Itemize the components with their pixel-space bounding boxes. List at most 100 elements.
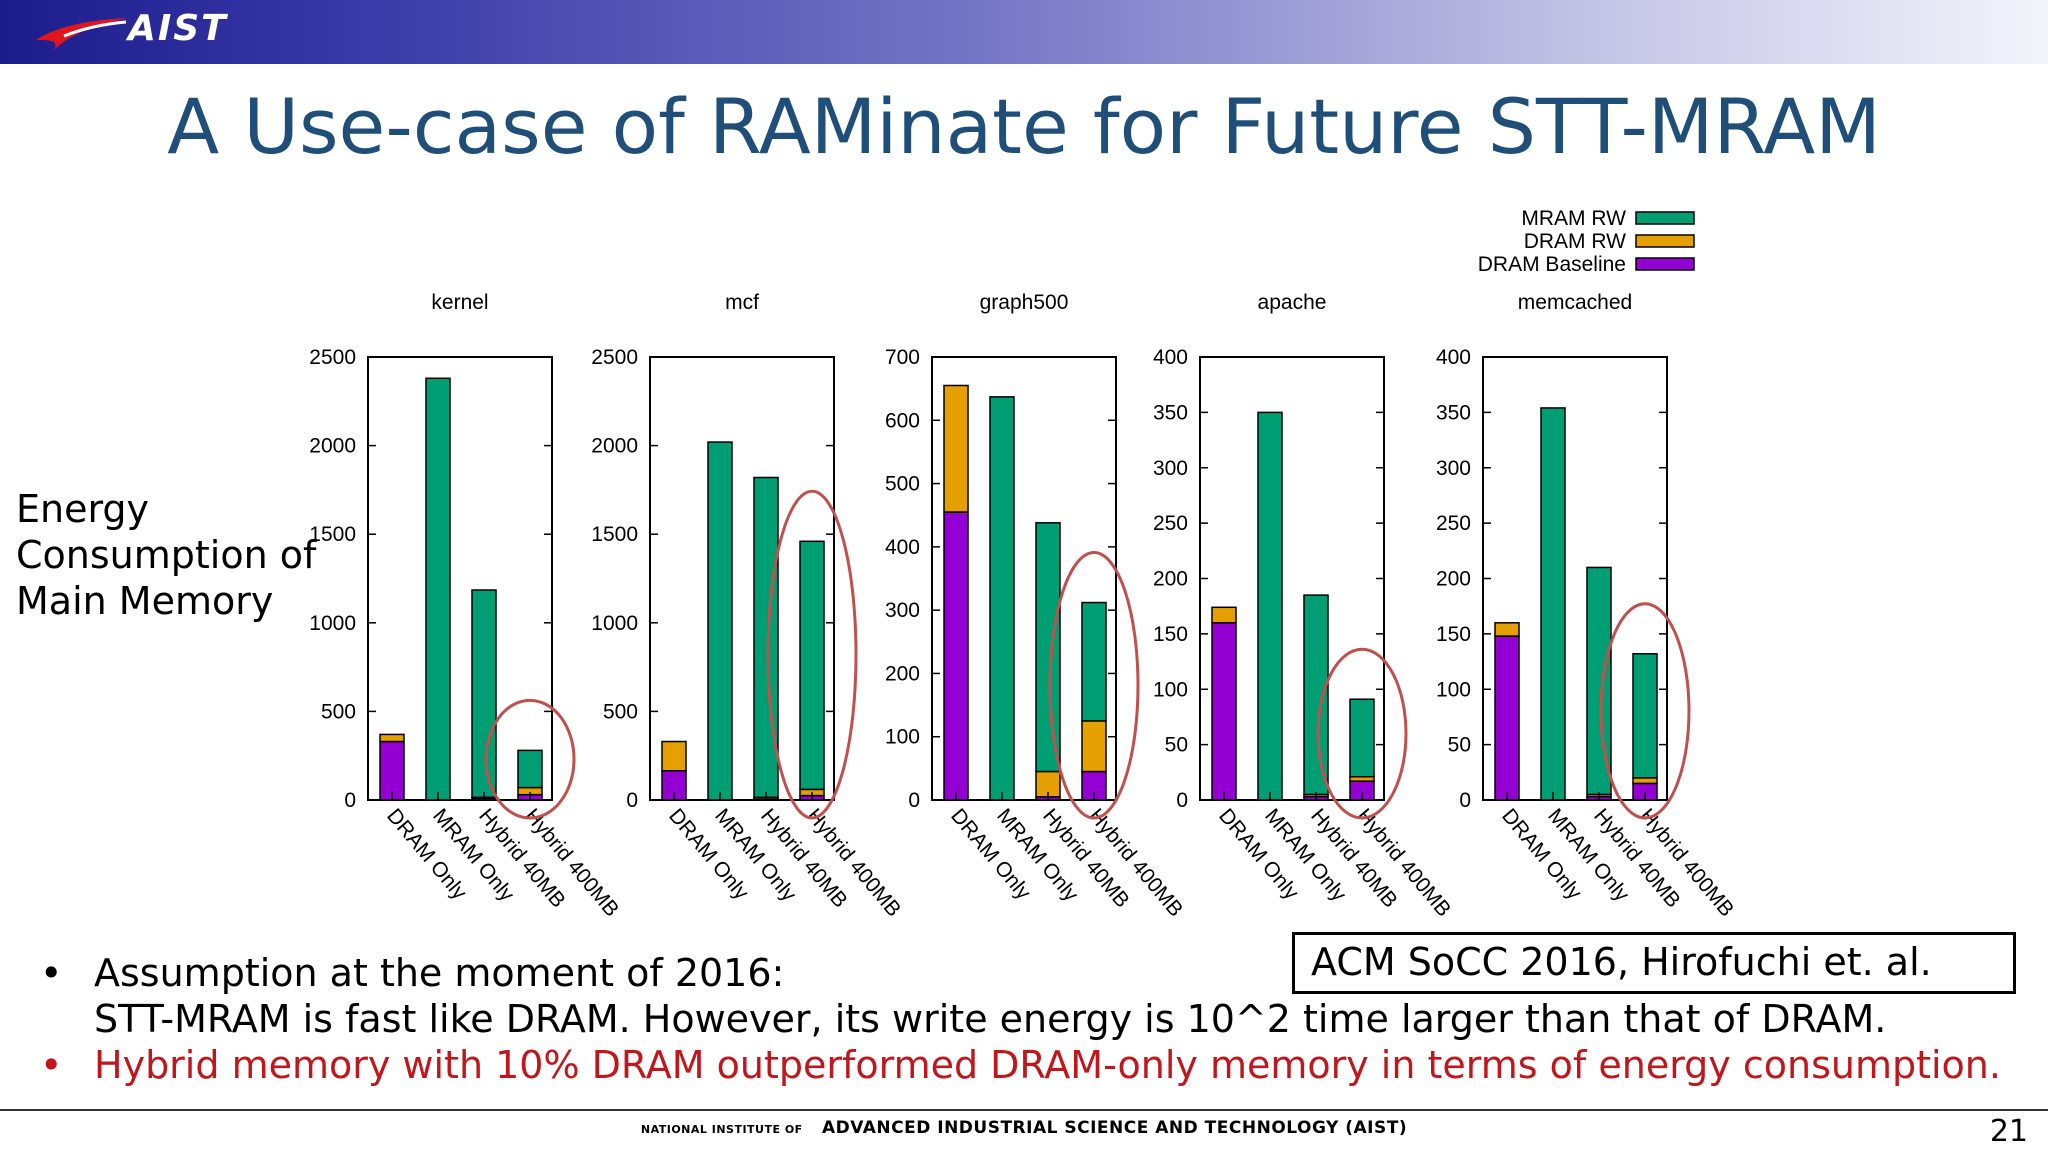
y-tick-label: 300: [1436, 457, 1471, 480]
panel-title: graph500: [980, 291, 1069, 314]
bullet-list: • Assumption at the moment of 2016: STT-…: [40, 950, 2001, 1088]
highlight-circle: [1048, 551, 1140, 820]
bar-segment: [989, 396, 1015, 801]
footer-small-text: NATIONAL INSTITUTE OF: [640, 1123, 803, 1136]
y-tick-label: 0: [626, 789, 638, 812]
bar-segment: [425, 377, 451, 801]
y-tick-label: 0: [1176, 789, 1188, 812]
y-tick-label: 250: [1436, 512, 1471, 535]
y-tick-label: 1500: [591, 523, 638, 546]
y-tick-label: 250: [1153, 512, 1188, 535]
y-tick-label: 100: [885, 726, 920, 749]
y-tick-label: 700: [885, 346, 920, 369]
y-tick-label: 400: [1436, 346, 1471, 369]
plot-frame: [367, 356, 553, 801]
legend-swatch: [1635, 211, 1695, 225]
bullet-marker: •: [40, 951, 63, 995]
y-tick-label: 300: [885, 599, 920, 622]
y-tick-label: 1000: [591, 612, 638, 635]
y-tick-label: 400: [1153, 346, 1188, 369]
y-tick-label: 50: [1165, 734, 1188, 757]
citation-box: ACM SoCC 2016, Hirofuchi et. al.: [1292, 932, 2016, 994]
footer-institution: NATIONAL INSTITUTE OF ADVANCED INDUSTRIA…: [0, 1118, 2048, 1138]
bar-segment: [799, 540, 825, 791]
aist-logo-text: AIST: [128, 8, 228, 49]
bar-segment: [1540, 407, 1566, 801]
bar-segment: [1211, 606, 1237, 624]
highlight-circle: [1599, 602, 1691, 820]
bar-segment: [661, 740, 687, 772]
y-tick-label: 150: [1436, 623, 1471, 646]
energy-axis-label-line: Main Memory: [16, 579, 274, 623]
y-tick-label: 1000: [309, 612, 356, 635]
y-tick-label: 400: [885, 536, 920, 559]
panel-title: apache: [1258, 291, 1327, 314]
plot-frame: [649, 356, 835, 801]
y-tick-label: 500: [885, 473, 920, 496]
y-tick-label: 150: [1153, 623, 1188, 646]
y-tick-label: 1500: [309, 523, 356, 546]
bar-segment: [1494, 622, 1520, 637]
bar-segment: [707, 441, 733, 801]
bar-segment: [1586, 566, 1612, 796]
bar-segment: [1303, 594, 1329, 796]
bullet-marker: •: [40, 1043, 63, 1087]
bullet-line: Assumption at the moment of 2016:: [94, 951, 785, 995]
y-tick-label: 2000: [591, 435, 638, 458]
legend-swatch: [1635, 257, 1695, 271]
y-tick-label: 200: [885, 662, 920, 685]
bar-segment: [379, 733, 405, 743]
header-bar: AIST: [0, 0, 2048, 64]
y-tick-label: 2000: [309, 435, 356, 458]
bar-segment: [1349, 698, 1375, 778]
y-tick-label: 500: [321, 700, 356, 723]
panel-title: kernel: [431, 291, 488, 314]
bar-segment: [753, 476, 779, 799]
y-tick-label: 0: [1459, 789, 1471, 812]
bar-segment: [1035, 522, 1061, 773]
energy-axis-label-line: Energy: [16, 487, 150, 531]
highlight-circle: [484, 698, 576, 820]
highlight-circle: [1316, 647, 1408, 820]
bar-segment: [943, 384, 969, 513]
bar-segment: [517, 749, 543, 789]
aist-logo-swoosh-icon: [36, 18, 128, 50]
y-tick-label: 350: [1436, 401, 1471, 424]
y-tick-label: 2500: [309, 346, 356, 369]
y-tick-label: 100: [1436, 678, 1471, 701]
y-tick-label: 300: [1153, 457, 1188, 480]
bar-segment: [471, 589, 497, 799]
bar-segment: [379, 740, 405, 801]
energy-axis-label: Energy Consumption of Main Memory: [16, 486, 316, 624]
y-tick-label: 500: [603, 700, 638, 723]
y-tick-label: 200: [1153, 568, 1188, 591]
y-tick-label: 350: [1153, 401, 1188, 424]
bar-segment: [1081, 720, 1107, 773]
bar-segment: [1211, 622, 1237, 801]
y-tick-label: 200: [1436, 568, 1471, 591]
footer-main-text: ADVANCED INDUSTRIAL SCIENCE AND TECHNOLO…: [821, 1118, 1408, 1138]
panel-title: mcf: [725, 291, 759, 314]
bar-segment: [1257, 411, 1283, 801]
bullet-line: Hybrid memory with 10% DRAM outperformed…: [94, 1043, 2001, 1087]
plot-frame: [931, 356, 1117, 801]
legend-label: DRAM RW: [1524, 230, 1626, 253]
panel-title: memcached: [1518, 291, 1632, 314]
y-tick-label: 0: [344, 789, 356, 812]
bar-segment: [1081, 601, 1107, 722]
y-tick-label: 50: [1448, 734, 1471, 757]
bar-segment: [943, 511, 969, 801]
y-tick-label: 600: [885, 409, 920, 432]
highlight-circle: [766, 489, 858, 820]
legend-swatch: [1635, 234, 1695, 248]
y-tick-label: 0: [908, 789, 920, 812]
bullet-item-assumption: • Assumption at the moment of 2016: STT-…: [40, 950, 2001, 1042]
y-tick-label: 100: [1153, 678, 1188, 701]
bar-segment: [1632, 653, 1658, 779]
bullet-line: STT-MRAM is fast like DRAM. However, its…: [94, 997, 1887, 1041]
slide-title: A Use-case of RAMinate for Future STT-MR…: [167, 82, 1881, 171]
bar-segment: [1494, 635, 1520, 801]
legend-label: DRAM Baseline: [1478, 253, 1626, 276]
footer-divider: [0, 1109, 2048, 1111]
